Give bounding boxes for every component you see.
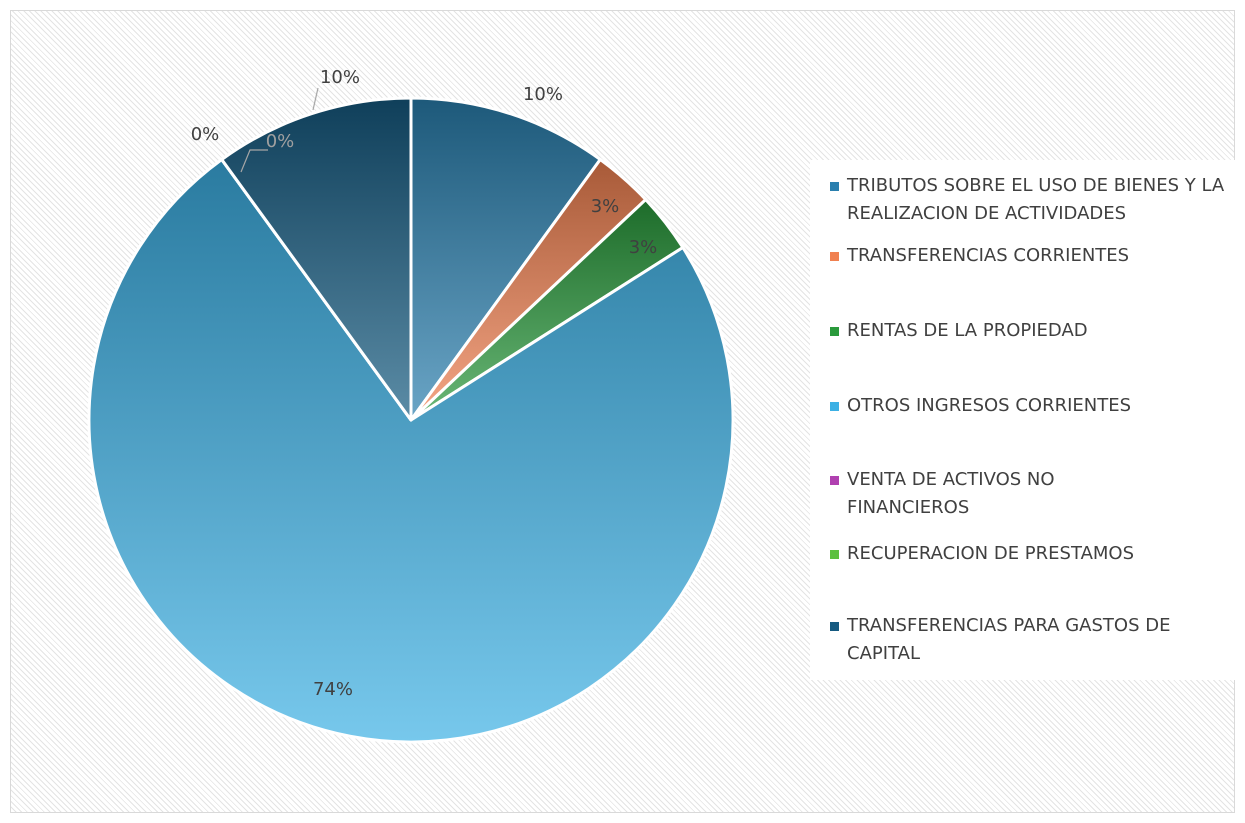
legend-item: TRANSFERENCIAS PARA GASTOS DE CAPITAL [830,612,1210,668]
data-label: 3% [591,196,620,217]
data-label: 10% [320,67,360,88]
leader-line [312,87,319,111]
legend-item: RECUPERACION DE PRESTAMOS [830,540,1240,568]
legend-swatch [830,476,839,485]
data-label: 10% [523,84,563,105]
legend-item: OTROS INGRESOS CORRIENTES [830,392,1240,420]
legend-label: RECUPERACION DE PRESTAMOS [847,543,1135,564]
legend-swatch [830,182,839,191]
legend-item: VENTA DE ACTIVOS NO FINANCIEROS [830,466,1100,522]
legend-swatch [830,327,839,336]
legend-label: TRANSFERENCIAS PARA GASTOS DE CAPITAL [847,615,1171,664]
legend-swatch [830,402,839,411]
pie-slice [87,157,735,744]
legend-item: RENTAS DE LA PROPIEDAD [830,317,1240,345]
legend-swatch [830,622,839,631]
legend-item: TRANSFERENCIAS CORRIENTES [830,242,1240,270]
legend-label: TRIBUTOS SOBRE EL USO DE BIENES Y LA REA… [847,175,1225,224]
legend-swatch [830,550,839,559]
pie-slice [220,96,413,422]
legend-label: TRANSFERENCIAS CORRIENTES [847,245,1130,266]
pie-slice [409,96,602,422]
data-label: 0% [266,131,295,152]
legend-label: OTROS INGRESOS CORRIENTES [847,395,1132,416]
legend-swatch [830,252,839,261]
data-label: 0% [191,124,220,145]
legend-label: RENTAS DE LA PROPIEDAD [847,320,1088,341]
legend: TRIBUTOS SOBRE EL USO DE BIENES Y LA REA… [810,160,1235,680]
data-label: 74% [313,679,353,700]
leader-line [240,149,268,173]
legend-item: TRIBUTOS SOBRE EL USO DE BIENES Y LA REA… [830,172,1240,228]
legend-label: VENTA DE ACTIVOS NO FINANCIEROS [847,469,1055,518]
data-label: 3% [629,237,658,258]
